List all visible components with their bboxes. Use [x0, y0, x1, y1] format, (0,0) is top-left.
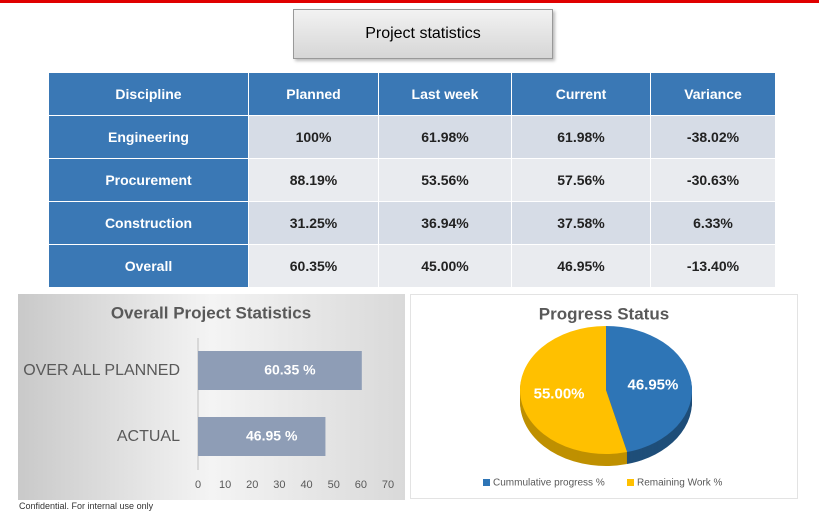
bar-chart: Overall Project Statistics 0 10 20 30 40 50 60 7…	[23, 303, 394, 491]
table-row: Overall 60.35% 45.00% 46.95% -13.40%	[48, 244, 776, 288]
x-tick-label: 0	[195, 479, 201, 491]
bar	[198, 417, 326, 456]
cell: 60.35%	[248, 244, 379, 288]
pie-chart: Progress Status 46.95% 55.00% Cummulative p…	[483, 304, 723, 489]
x-tick-label: 20	[246, 479, 258, 491]
cell: 61.98%	[378, 115, 512, 159]
column-header: Variance	[650, 72, 776, 116]
cell: 36.94%	[378, 201, 512, 245]
cell: 53.56%	[378, 158, 512, 202]
row-header: Construction	[48, 201, 249, 245]
header-row: Discipline Planned Last week Current Varianc…	[48, 72, 776, 116]
page-title: Project statistics	[293, 9, 553, 59]
cell: 46.95%	[511, 244, 651, 288]
legend-swatch	[483, 479, 490, 486]
category-label: OVER ALL PLANNED	[23, 362, 180, 379]
data-label: 46.95 %	[246, 428, 298, 444]
cell: 45.00%	[378, 244, 512, 288]
column-header: Discipline	[48, 72, 249, 116]
cell: 100%	[248, 115, 379, 159]
statistics-table: Discipline Planned Last week Current Varianc…	[48, 72, 776, 288]
cell: 88.19%	[248, 158, 379, 202]
chart-title: Progress Status	[539, 304, 669, 323]
cell: 31.25%	[248, 201, 379, 245]
bar-panel: Overall Project Statistics 0 10 20 30 40 50 60 7…	[18, 294, 405, 500]
cell: -13.40%	[650, 244, 776, 288]
table-row: Engineering 100% 61.98% 61.98% -38.02%	[48, 115, 776, 159]
legend-swatch	[627, 479, 634, 486]
cell: -30.63%	[650, 158, 776, 202]
table-row: Construction 31.25% 36.94% 37.58% 6.33%	[48, 201, 776, 245]
data-label: 46.95%	[627, 377, 678, 394]
chart-title: Overall Project Statistics	[111, 303, 311, 322]
table-row: Procurement 88.19% 53.56% 57.56% -30.63%	[48, 158, 776, 202]
data-label: 55.00%	[534, 385, 585, 402]
cell: 61.98%	[511, 115, 651, 159]
column-header: Planned	[248, 72, 379, 116]
footer-note: Confidential. For internal use only	[19, 501, 154, 511]
row-header: Engineering	[48, 115, 249, 159]
cell: -38.02%	[650, 115, 776, 159]
data-label: 60.35 %	[264, 362, 316, 378]
x-tick-label: 30	[273, 479, 285, 491]
row-header: Overall	[48, 244, 249, 288]
bar	[198, 351, 362, 390]
column-header: Current	[511, 72, 651, 116]
pie-panel: Progress Status 46.95% 55.00% Cummulative p…	[410, 294, 798, 499]
top-bar	[0, 0, 819, 3]
cell: 6.33%	[650, 201, 776, 245]
x-tick-label: 40	[300, 479, 312, 491]
x-tick-label: 50	[328, 479, 340, 491]
slice	[606, 326, 692, 453]
legend-label: Remaining Work %	[637, 478, 723, 489]
column-header: Last week	[378, 72, 512, 116]
row-header: Procurement	[48, 158, 249, 202]
legend-label: Cummulative progress %	[493, 478, 605, 489]
slice	[520, 326, 628, 454]
x-tick-label: 10	[219, 479, 231, 491]
x-tick-label: 70	[382, 479, 394, 491]
cell: 57.56%	[511, 158, 651, 202]
cell: 37.58%	[511, 201, 651, 245]
x-tick-label: 60	[355, 479, 367, 491]
category-label: ACTUAL	[117, 428, 180, 445]
